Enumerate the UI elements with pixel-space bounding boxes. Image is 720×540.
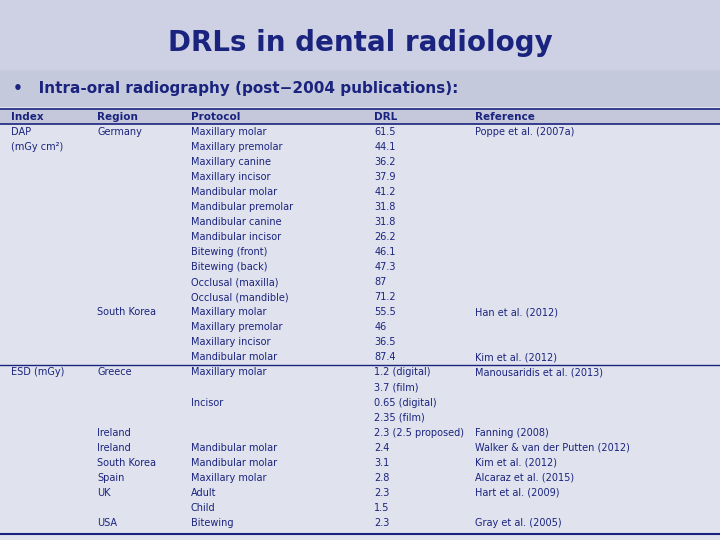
Text: 3.1: 3.1 (374, 458, 390, 468)
Text: Mandibular premolar: Mandibular premolar (191, 202, 293, 212)
Text: Mandibular molar: Mandibular molar (191, 443, 277, 453)
Text: Poppe et al. (2007a): Poppe et al. (2007a) (475, 127, 575, 137)
Text: Maxillary molar: Maxillary molar (191, 473, 266, 483)
Text: Maxillary molar: Maxillary molar (191, 307, 266, 318)
Text: Maxillary canine: Maxillary canine (191, 157, 271, 167)
Text: Occlusal (mandible): Occlusal (mandible) (191, 292, 289, 302)
Text: 87: 87 (374, 277, 387, 287)
Text: 1.2 (digital): 1.2 (digital) (374, 368, 431, 377)
Text: 55.5: 55.5 (374, 307, 396, 318)
Text: Maxillary molar: Maxillary molar (191, 368, 266, 377)
Bar (0, 70, 720, 107)
Text: Incisor: Incisor (191, 397, 223, 408)
Text: Hart et al. (2009): Hart et al. (2009) (475, 488, 559, 498)
Text: Region: Region (97, 112, 138, 122)
Text: Kim et al. (2012): Kim et al. (2012) (475, 458, 557, 468)
Text: Walker & van der Putten (2012): Walker & van der Putten (2012) (475, 443, 630, 453)
Text: 37.9: 37.9 (374, 172, 396, 182)
Text: 2.3 (2.5 proposed): 2.3 (2.5 proposed) (374, 428, 464, 438)
Text: Mandibular incisor: Mandibular incisor (191, 232, 281, 242)
Text: UK: UK (97, 488, 111, 498)
Text: 2.4: 2.4 (374, 443, 390, 453)
Text: Germany: Germany (97, 127, 142, 137)
Text: Bitewing (front): Bitewing (front) (191, 247, 267, 257)
Bar (0, 109, 720, 124)
Text: •   Intra-oral radiography (post−2004 publications):: • Intra-oral radiography (post−2004 publ… (13, 81, 459, 96)
Text: Manousaridis et al. (2013): Manousaridis et al. (2013) (475, 368, 603, 377)
Text: Maxillary incisor: Maxillary incisor (191, 172, 270, 182)
Text: Reference: Reference (475, 112, 535, 122)
Text: Spain: Spain (97, 473, 125, 483)
Bar (0, 78, 720, 540)
Text: Bitewing: Bitewing (191, 518, 233, 528)
Text: 2.3: 2.3 (374, 518, 390, 528)
Text: Mandibular molar: Mandibular molar (191, 458, 277, 468)
Text: 2.3: 2.3 (374, 488, 390, 498)
Text: 26.2: 26.2 (374, 232, 396, 242)
Text: Child: Child (191, 503, 215, 513)
Text: Index: Index (11, 112, 43, 122)
Text: ESD (mGy): ESD (mGy) (11, 368, 64, 377)
Text: Mandibular molar: Mandibular molar (191, 353, 277, 362)
Text: Greece: Greece (97, 368, 132, 377)
Text: Protocol: Protocol (191, 112, 240, 122)
Text: Gray et al. (2005): Gray et al. (2005) (475, 518, 562, 528)
Text: DAP: DAP (11, 127, 31, 137)
Bar (0, 0, 720, 78)
Text: 36.2: 36.2 (374, 157, 396, 167)
Text: Ireland: Ireland (97, 428, 131, 438)
Text: 1.5: 1.5 (374, 503, 390, 513)
Text: 31.8: 31.8 (374, 217, 396, 227)
Text: 46.1: 46.1 (374, 247, 396, 257)
Text: 71.2: 71.2 (374, 292, 396, 302)
Text: 3.7 (film): 3.7 (film) (374, 382, 419, 393)
Text: 2.35 (film): 2.35 (film) (374, 413, 425, 423)
Text: South Korea: South Korea (97, 458, 156, 468)
Text: Fanning (2008): Fanning (2008) (475, 428, 549, 438)
Text: 44.1: 44.1 (374, 141, 396, 152)
Text: Bitewing (back): Bitewing (back) (191, 262, 267, 272)
Text: Occlusal (maxilla): Occlusal (maxilla) (191, 277, 279, 287)
Text: 61.5: 61.5 (374, 127, 396, 137)
Text: Ireland: Ireland (97, 443, 131, 453)
Text: 36.5: 36.5 (374, 338, 396, 347)
Text: (mGy cm²): (mGy cm²) (11, 141, 63, 152)
Text: Mandibular canine: Mandibular canine (191, 217, 282, 227)
Text: Adult: Adult (191, 488, 216, 498)
Text: 0.65 (digital): 0.65 (digital) (374, 397, 437, 408)
Text: Mandibular molar: Mandibular molar (191, 187, 277, 197)
Text: 41.2: 41.2 (374, 187, 396, 197)
Text: Maxillary molar: Maxillary molar (191, 127, 266, 137)
Text: 47.3: 47.3 (374, 262, 396, 272)
Text: DRLs in dental radiology: DRLs in dental radiology (168, 29, 552, 57)
Text: Maxillary incisor: Maxillary incisor (191, 338, 270, 347)
Text: Alcaraz et al. (2015): Alcaraz et al. (2015) (475, 473, 575, 483)
Text: Maxillary premolar: Maxillary premolar (191, 141, 282, 152)
Text: USA: USA (97, 518, 117, 528)
Text: 2.8: 2.8 (374, 473, 390, 483)
Text: Han et al. (2012): Han et al. (2012) (475, 307, 558, 318)
Text: 87.4: 87.4 (374, 353, 396, 362)
Text: 46: 46 (374, 322, 387, 332)
Text: DRL: DRL (374, 112, 397, 122)
Text: Kim et al. (2012): Kim et al. (2012) (475, 353, 557, 362)
Text: Maxillary premolar: Maxillary premolar (191, 322, 282, 332)
Text: South Korea: South Korea (97, 307, 156, 318)
Text: 31.8: 31.8 (374, 202, 396, 212)
